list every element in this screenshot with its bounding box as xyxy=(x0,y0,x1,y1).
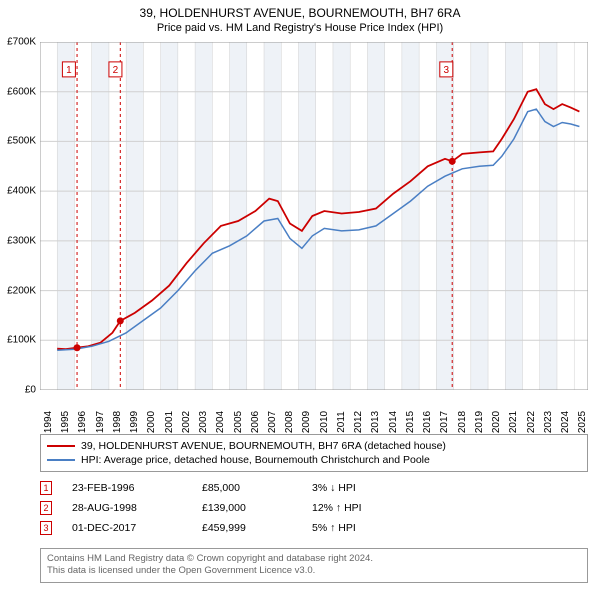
legend-label: HPI: Average price, detached house, Bour… xyxy=(81,454,430,466)
event-marker-box: 1 xyxy=(40,481,52,495)
x-tick-label: 2009 xyxy=(301,411,312,433)
x-tick-label: 2025 xyxy=(577,411,588,433)
y-tick-label: £700K xyxy=(7,37,36,48)
x-tick-label: 2021 xyxy=(508,411,519,433)
x-tick-label: 2015 xyxy=(405,411,416,433)
x-tick-label: 2018 xyxy=(457,411,468,433)
event-price: £459,999 xyxy=(202,522,292,534)
legend: 39, HOLDENHURST AVENUE, BOURNEMOUTH, BH7… xyxy=(40,434,588,472)
x-tick-label: 2002 xyxy=(181,411,192,433)
event-date: 28-AUG-1998 xyxy=(72,502,182,514)
event-price: £85,000 xyxy=(202,482,292,494)
legend-item: 39, HOLDENHURST AVENUE, BOURNEMOUTH, BH7… xyxy=(47,439,581,453)
event-marker-box: 2 xyxy=(40,501,52,515)
x-tick-label: 1994 xyxy=(43,411,54,433)
x-tick-label: 2006 xyxy=(250,411,261,433)
x-tick-label: 2004 xyxy=(215,411,226,433)
chart-plot-area: 1 2 3 xyxy=(40,42,588,390)
x-tick-label: 1995 xyxy=(60,411,71,433)
event-delta: 3% ↓ HPI xyxy=(312,482,412,494)
event-delta: 5% ↑ HPI xyxy=(312,522,412,534)
event-row: 3 01-DEC-2017 £459,999 5% ↑ HPI xyxy=(40,518,588,538)
event-date: 01-DEC-2017 xyxy=(72,522,182,534)
event-row: 1 23-FEB-1996 £85,000 3% ↓ HPI xyxy=(40,478,588,498)
event-price: £139,000 xyxy=(202,502,292,514)
x-tick-label: 2010 xyxy=(319,411,330,433)
y-tick-label: £600K xyxy=(7,86,36,97)
x-tick-label: 2008 xyxy=(284,411,295,433)
x-axis: 1994 1995 1996 1997 1998 1999 2000 2001 2002 2003… xyxy=(40,392,588,430)
legend-label: 39, HOLDENHURST AVENUE, BOURNEMOUTH, BH7… xyxy=(81,440,446,452)
chart-svg: 1 2 3 xyxy=(40,42,588,390)
chart-title: 39, HOLDENHURST AVENUE, BOURNEMOUTH, BH7… xyxy=(0,0,600,20)
x-tick-label: 1998 xyxy=(112,411,123,433)
x-tick-label: 2000 xyxy=(146,411,157,433)
y-tick-label: £300K xyxy=(7,235,36,246)
x-tick-label: 2005 xyxy=(233,411,244,433)
chart-subtitle: Price paid vs. HM Land Registry's House … xyxy=(0,20,600,38)
x-tick-label: 2023 xyxy=(543,411,554,433)
legend-swatch xyxy=(47,459,75,461)
y-tick-label: £400K xyxy=(7,186,36,197)
event-marker-box: 3 xyxy=(40,521,52,535)
event-row: 2 28-AUG-1998 £139,000 12% ↑ HPI xyxy=(40,498,588,518)
x-tick-label: 1996 xyxy=(77,411,88,433)
x-tick-label: 2003 xyxy=(198,411,209,433)
attribution-line1: Contains HM Land Registry data © Crown c… xyxy=(47,553,581,565)
x-tick-label: 2020 xyxy=(491,411,502,433)
y-tick-label: £0 xyxy=(25,385,36,396)
x-tick-label: 1997 xyxy=(95,411,106,433)
attribution-box: Contains HM Land Registry data © Crown c… xyxy=(40,548,588,583)
x-tick-label: 2012 xyxy=(353,411,364,433)
y-tick-label: £100K xyxy=(7,335,36,346)
x-tick-label: 2014 xyxy=(388,411,399,433)
event-date: 23-FEB-1996 xyxy=(72,482,182,494)
attribution-line2: This data is licensed under the Open Gov… xyxy=(47,565,581,577)
x-tick-label: 1999 xyxy=(129,411,140,433)
svg-text:1: 1 xyxy=(66,65,72,76)
svg-text:2: 2 xyxy=(113,65,119,76)
y-tick-label: £200K xyxy=(7,285,36,296)
x-tick-label: 2007 xyxy=(267,411,278,433)
x-tick-label: 2011 xyxy=(336,411,347,433)
x-tick-label: 2024 xyxy=(560,411,571,433)
legend-item: HPI: Average price, detached house, Bour… xyxy=(47,453,581,467)
x-tick-label: 2013 xyxy=(370,411,381,433)
x-tick-label: 2016 xyxy=(422,411,433,433)
x-tick-label: 2019 xyxy=(474,411,485,433)
y-tick-label: £500K xyxy=(7,136,36,147)
event-delta: 12% ↑ HPI xyxy=(312,502,412,514)
legend-swatch xyxy=(47,445,75,447)
y-axis: £0£100K£200K£300K£400K£500K£600K£700K xyxy=(0,42,38,390)
svg-text:3: 3 xyxy=(444,65,450,76)
events-table: 1 23-FEB-1996 £85,000 3% ↓ HPI 2 28-AUG-1998 £… xyxy=(40,478,588,538)
x-tick-label: 2001 xyxy=(164,411,175,433)
x-tick-label: 2017 xyxy=(439,411,450,433)
x-tick-label: 2022 xyxy=(526,411,537,433)
